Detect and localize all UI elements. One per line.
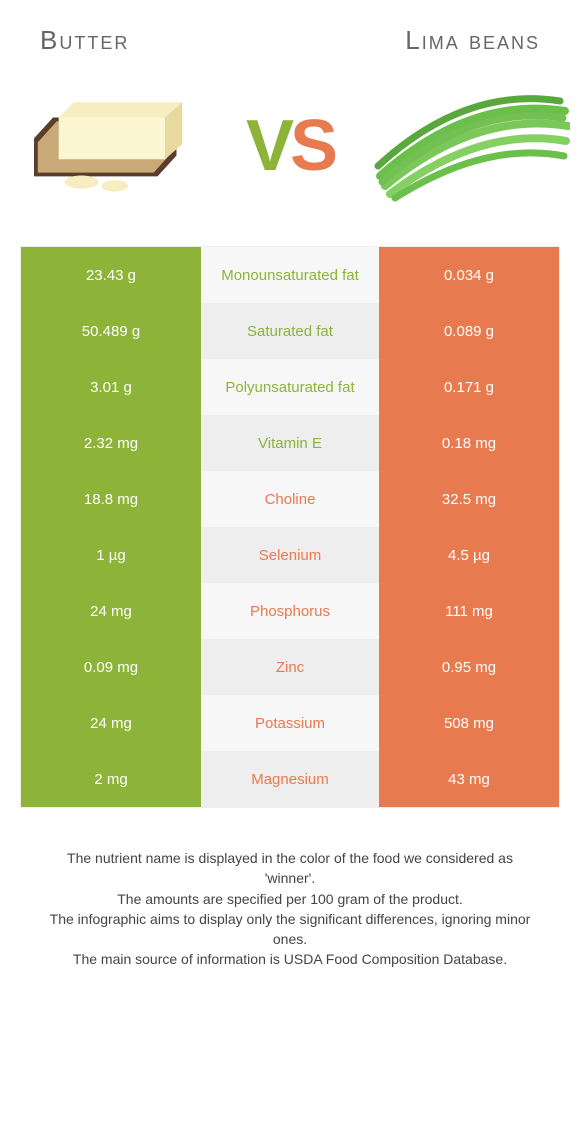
headings-row: Butter Lima beans bbox=[0, 0, 580, 66]
table-row: 50.489 gSaturated fat0.089 g bbox=[21, 303, 559, 359]
nutrient-name: Monounsaturated fat bbox=[201, 247, 379, 303]
footer-line-2: The amounts are specified per 100 gram o… bbox=[40, 889, 540, 909]
nutrient-name: Vitamin E bbox=[201, 415, 379, 471]
right-value: 508 mg bbox=[379, 695, 559, 751]
left-value: 50.489 g bbox=[21, 303, 201, 359]
right-value: 0.089 g bbox=[379, 303, 559, 359]
table-row: 18.8 mgCholine32.5 mg bbox=[21, 471, 559, 527]
nutrient-name: Magnesium bbox=[201, 751, 379, 807]
hero-row: VS bbox=[0, 66, 580, 246]
right-value: 0.95 mg bbox=[379, 639, 559, 695]
left-value: 0.09 mg bbox=[21, 639, 201, 695]
nutrient-name: Potassium bbox=[201, 695, 379, 751]
nutrient-name: Selenium bbox=[201, 527, 379, 583]
right-value: 4.5 µg bbox=[379, 527, 559, 583]
table-row: 0.09 mgZinc0.95 mg bbox=[21, 639, 559, 695]
table-row: 1 µgSelenium4.5 µg bbox=[21, 527, 559, 583]
butter-icon bbox=[10, 76, 210, 216]
vs-label: VS bbox=[246, 110, 334, 182]
left-value: 2.32 mg bbox=[21, 415, 201, 471]
right-value: 43 mg bbox=[379, 751, 559, 807]
table-row: 24 mgPotassium508 mg bbox=[21, 695, 559, 751]
table-row: 3.01 gPolyunsaturated fat0.171 g bbox=[21, 359, 559, 415]
right-value: 0.034 g bbox=[379, 247, 559, 303]
footer-text: The nutrient name is displayed in the co… bbox=[40, 848, 540, 970]
nutrition-table: 23.43 gMonounsaturated fat0.034 g50.489 … bbox=[20, 246, 560, 808]
left-value: 24 mg bbox=[21, 695, 201, 751]
left-value: 23.43 g bbox=[21, 247, 201, 303]
left-value: 2 mg bbox=[21, 751, 201, 807]
vs-v: V bbox=[246, 110, 290, 182]
footer-line-3: The infographic aims to display only the… bbox=[40, 909, 540, 950]
table-row: 2.32 mgVitamin E0.18 mg bbox=[21, 415, 559, 471]
footer-line-4: The main source of information is USDA F… bbox=[40, 949, 540, 969]
left-value: 18.8 mg bbox=[21, 471, 201, 527]
table-row: 24 mgPhosphorus111 mg bbox=[21, 583, 559, 639]
right-value: 32.5 mg bbox=[379, 471, 559, 527]
left-food-name: Butter bbox=[40, 25, 129, 56]
nutrient-name: Polyunsaturated fat bbox=[201, 359, 379, 415]
table-row: 23.43 gMonounsaturated fat0.034 g bbox=[21, 247, 559, 303]
nutrient-name: Phosphorus bbox=[201, 583, 379, 639]
left-value: 1 µg bbox=[21, 527, 201, 583]
vs-s: S bbox=[290, 110, 334, 182]
left-value: 3.01 g bbox=[21, 359, 201, 415]
right-value: 111 mg bbox=[379, 583, 559, 639]
right-food-name: Lima beans bbox=[405, 25, 540, 56]
footer-line-1: The nutrient name is displayed in the co… bbox=[40, 848, 540, 889]
nutrient-name: Saturated fat bbox=[201, 303, 379, 359]
right-value: 0.171 g bbox=[379, 359, 559, 415]
nutrient-name: Choline bbox=[201, 471, 379, 527]
nutrient-name: Zinc bbox=[201, 639, 379, 695]
right-value: 0.18 mg bbox=[379, 415, 559, 471]
table-row: 2 mgMagnesium43 mg bbox=[21, 751, 559, 807]
green-beans-icon bbox=[370, 76, 570, 216]
left-value: 24 mg bbox=[21, 583, 201, 639]
